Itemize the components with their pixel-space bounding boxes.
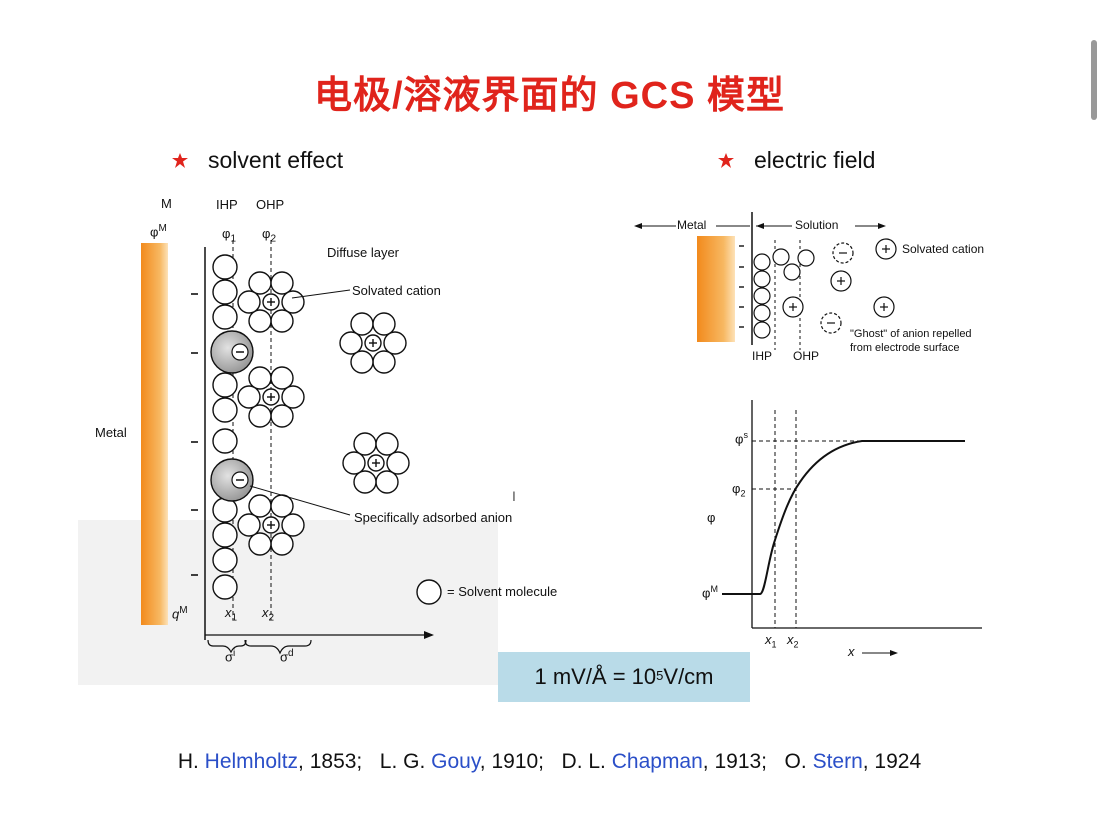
solvated-cation-cluster: [237, 494, 305, 556]
solvent-molecule-legend-icon: [416, 579, 442, 605]
label-solvated-cation: Solvated cation: [902, 242, 985, 256]
label-adsorbed-anion: Specifically adsorbed anion: [354, 510, 513, 525]
label-ihp: IHP: [752, 349, 773, 363]
solvated-cation-cluster: [237, 366, 305, 428]
label-sigma-d: σd: [280, 648, 294, 665]
label-phi2: φ2: [262, 226, 276, 245]
adsorbed-anion: [210, 330, 254, 374]
potential-curve: [722, 440, 965, 595]
starburst-bullet-icon: [718, 152, 734, 168]
reference-stern: O. Stern, 1924: [784, 750, 922, 773]
label-x1: x1: [225, 605, 238, 624]
label-solvent-molecule: = Solvent molecule: [447, 584, 558, 599]
label-m: M: [161, 196, 172, 211]
label-phi-s: φs: [735, 430, 748, 447]
label-metal: Metal: [95, 425, 127, 440]
text-cursor-icon: I: [512, 488, 516, 504]
sigma-i-brace: [207, 639, 247, 654]
leader-line: [291, 289, 351, 299]
label-ihp: IHP: [216, 197, 238, 212]
reference-chapman: D. L. Chapman, 1913;: [561, 750, 768, 773]
sigma-d-brace: [244, 639, 312, 655]
metal-electrode: [697, 236, 735, 342]
bullet-electric-field: electric field: [718, 147, 875, 174]
label-phi1: φ1: [222, 226, 236, 245]
label-qm: qM: [172, 605, 188, 622]
bullet-solvent-effect: solvent effect: [172, 147, 343, 174]
reference-helmholtz: H. Helmholtz, 1853;: [177, 750, 363, 773]
bullet-label: solvent effect: [208, 147, 344, 173]
label-ohp: OHP: [256, 197, 285, 212]
label-x2: x2: [787, 632, 799, 650]
reference-gouy: L. G. Gouy, 1910;: [379, 750, 545, 773]
solvated-cation-cluster: [339, 312, 407, 374]
starburst-bullet-icon: [172, 152, 188, 168]
solvated-cation-cluster: [342, 432, 410, 494]
label-x2: x2: [262, 605, 275, 624]
label-solvated-cation: Solvated cation: [352, 283, 441, 298]
bullet-label: electric field: [754, 147, 876, 173]
label-diffuse-layer: Diffuse layer: [327, 245, 400, 260]
x-axis-arrow: [424, 631, 434, 639]
ihp-solvent-molecules: [753, 248, 815, 339]
label-ohp: OHP: [793, 349, 820, 363]
slide-title: 电极/溶液界面的 GCS 模型: [313, 75, 786, 117]
scrollbar-thumb[interactable]: [1091, 40, 1097, 120]
label-x1: x1: [765, 632, 777, 650]
label-metal: Metal: [677, 218, 707, 232]
label-ghost-anion: "Ghost" of anion repelled from electrode …: [850, 328, 972, 354]
electrode-charges: [191, 293, 198, 576]
label-phi-m: φM: [150, 223, 167, 240]
adsorbed-anion: [210, 458, 254, 502]
label-sigma-i: σi: [225, 648, 236, 665]
label-x: x: [848, 644, 855, 659]
label-phi-m: φM: [702, 584, 718, 601]
metal-electrode: [141, 243, 168, 625]
label-solution: Solution: [795, 218, 839, 232]
leader-line: [249, 485, 351, 516]
conversion-formula: 1 mV/Å = 10 5 V/cm: [498, 652, 750, 702]
solvated-cation: [782, 238, 897, 318]
ihp-solvent-molecules: [212, 254, 238, 600]
label-phi-2: φ2: [732, 481, 746, 499]
references: H. Helmholtz, 1853; L. G. Gouy, 1910; D.…: [0, 750, 1099, 774]
label-phi: φ: [707, 510, 716, 525]
solvated-cation-cluster: [237, 271, 305, 333]
